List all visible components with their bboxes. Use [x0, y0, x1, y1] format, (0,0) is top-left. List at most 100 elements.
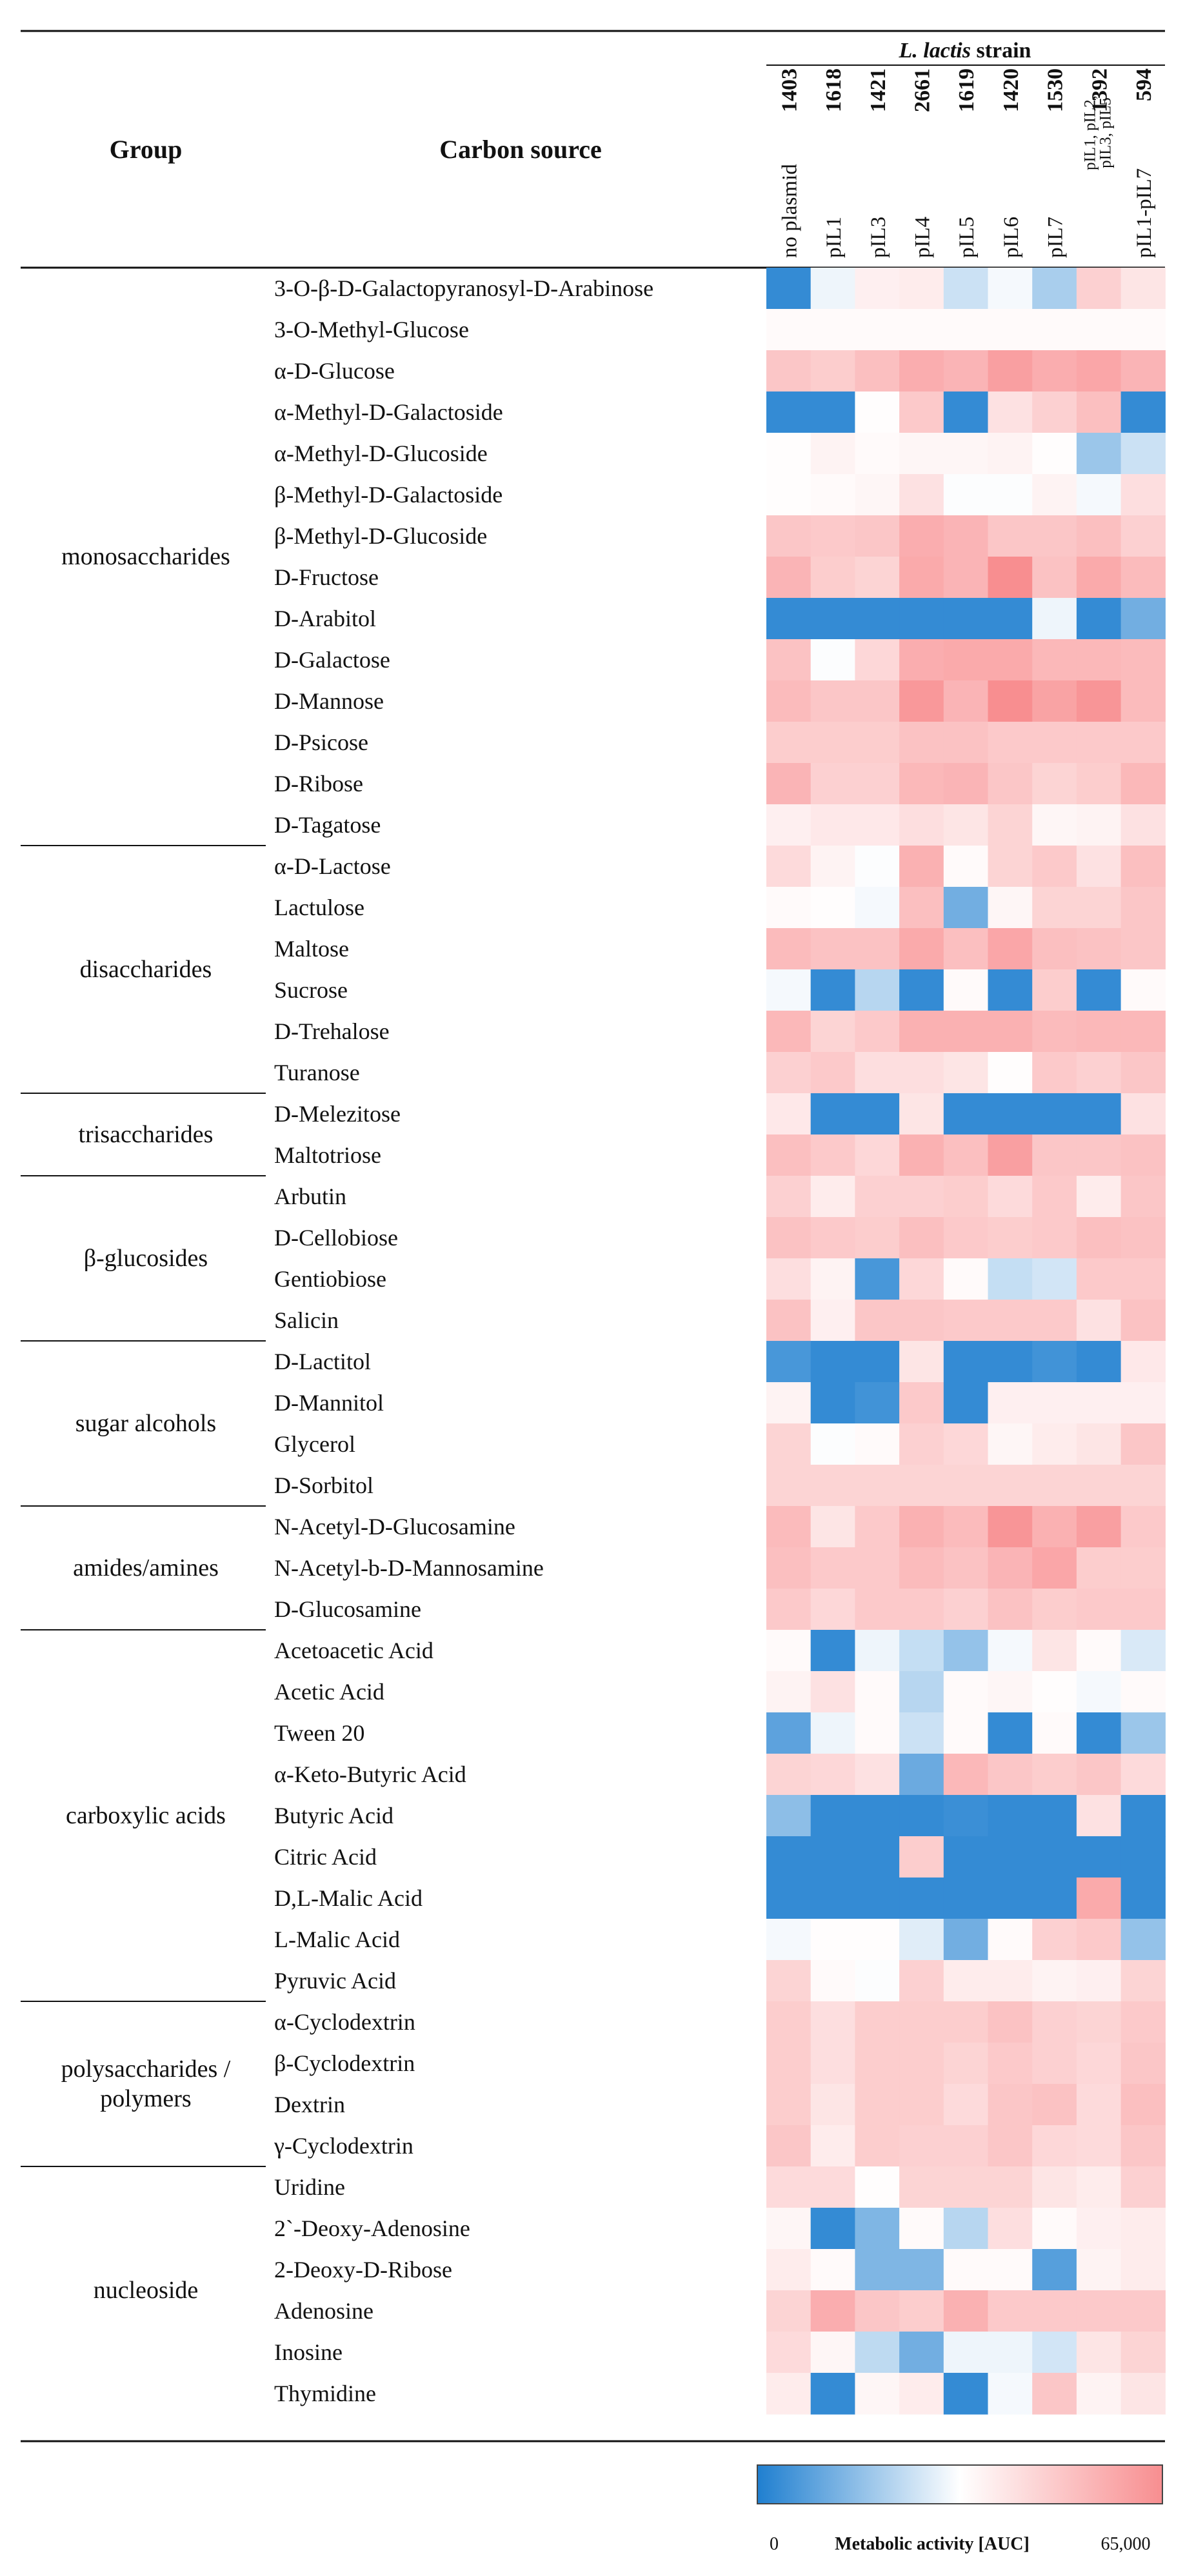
- heatmap-cell: [810, 1176, 855, 1218]
- heatmap-cell: [810, 2001, 855, 2043]
- heatmap-cell: [943, 2043, 989, 2085]
- heatmap-cell: [855, 1052, 900, 1094]
- heatmap-cell: [1076, 391, 1122, 433]
- heatmap-cell: [1032, 969, 1077, 1011]
- heatmap-cell: [1032, 1382, 1077, 1424]
- heatmap-cell: [943, 1011, 989, 1053]
- heatmap-cell: [1032, 1878, 1077, 1919]
- heatmap-cell: [810, 1011, 855, 1053]
- carbon-source-label: D-Galactose: [274, 647, 390, 673]
- heatmap-cell: [855, 2332, 900, 2373]
- heatmap-cell: [810, 474, 855, 516]
- heatmap-cell: [810, 2166, 855, 2208]
- heatmap-cell: [855, 1960, 900, 2002]
- heatmap-cell: [988, 2001, 1033, 2043]
- heatmap-cell: [1120, 1795, 1166, 1837]
- heatmap-cell: [855, 969, 900, 1011]
- carbon-source-label: Adenosine: [274, 2298, 373, 2324]
- heatmap-cell: [855, 391, 900, 433]
- heatmap-cell: [899, 2125, 944, 2167]
- heatmap-cell: [855, 557, 900, 599]
- heatmap-cell: [855, 1465, 900, 1507]
- heatmap-cell: [943, 1217, 989, 1259]
- heatmap-cell: [988, 1052, 1033, 1094]
- heatmap-cell: [943, 1423, 989, 1465]
- heatmap-cell: [810, 1093, 855, 1135]
- heatmap-cell: [766, 1671, 812, 1713]
- heatmap-cell: [988, 1341, 1033, 1383]
- heatmap-cell: [1032, 887, 1077, 929]
- heatmap-cell: [766, 1423, 812, 1465]
- carbon-source-label: D-Trehalose: [274, 1018, 390, 1044]
- heatmap-cell: [988, 1878, 1033, 1919]
- heatmap-cell: [1076, 1052, 1122, 1094]
- heatmap-cell: [766, 1217, 812, 1259]
- heatmap-cell: [988, 515, 1033, 557]
- heatmap-cell: [1120, 722, 1166, 764]
- strain-plasmid: pIL3: [867, 217, 890, 258]
- heatmap-cell: [1076, 557, 1122, 599]
- heatmap-cell: [810, 1465, 855, 1507]
- heatmap-cell: [810, 2125, 855, 2167]
- group-label: trisaccharides: [79, 1121, 214, 1148]
- heatmap-cell: [943, 1630, 989, 1672]
- heatmap-cell: [810, 1341, 855, 1383]
- carbon-source-label: α-Cyclodextrin: [274, 2009, 415, 2035]
- heatmap-cell: [943, 639, 989, 681]
- heatmap-cell: [855, 1423, 900, 1465]
- heatmap-cell: [1032, 1630, 1077, 1672]
- heatmap-cell: [1076, 1878, 1122, 1919]
- heatmap-cell: [1076, 350, 1122, 392]
- heatmap-cell: [1120, 1547, 1166, 1589]
- heatmap-cell: [1076, 1919, 1122, 1961]
- carbon-source-label: D-Glucosamine: [274, 1596, 421, 1622]
- heatmap-cell: [1032, 1423, 1077, 1465]
- heatmap-cell: [899, 846, 944, 887]
- heatmap-cell: [899, 1217, 944, 1259]
- carbon-source-label: N-Acetyl-b-D-Mannosamine: [274, 1555, 544, 1581]
- heatmap-cell: [766, 1795, 812, 1837]
- heatmap-cell: [943, 433, 989, 475]
- group-header: Group: [110, 135, 183, 164]
- heatmap-cell: [899, 722, 944, 764]
- strain-id: 1618: [822, 68, 846, 112]
- heatmap-cell: [899, 2208, 944, 2250]
- group-label: disaccharides: [80, 956, 212, 983]
- heatmap-cell: [855, 846, 900, 887]
- heatmap-cell: [1120, 2166, 1166, 2208]
- heatmap-cell: [1032, 1919, 1077, 1961]
- heatmap-cell: [1032, 1258, 1077, 1300]
- heatmap-cell: [1076, 2084, 1122, 2126]
- heatmap-cell: [1032, 1217, 1077, 1259]
- heatmap-cell: [810, 887, 855, 929]
- carbon-source-label: Gentiobiose: [274, 1266, 386, 1292]
- strain-column-594: 594 pIL1-pIL7: [1132, 68, 1156, 258]
- heatmap-cell: [855, 598, 900, 640]
- heatmap-cell: [1032, 2208, 1077, 2250]
- heatmap-cell: [855, 887, 900, 929]
- heatmap-cell: [1076, 309, 1122, 351]
- heatmap-cell: [1032, 2332, 1077, 2373]
- heatmap-cell: [988, 1300, 1033, 1342]
- heatmap-cell: [855, 722, 900, 764]
- heatmap-cell: [855, 2373, 900, 2415]
- heatmap-cell: [899, 2373, 944, 2415]
- heatmap-cell: [943, 350, 989, 392]
- heatmap-cell: [1032, 639, 1077, 681]
- heatmap-cell: [766, 639, 812, 681]
- heatmap-cell: [810, 1754, 855, 1796]
- heatmap-cell: [899, 1300, 944, 1342]
- heatmap-cell: [1032, 557, 1077, 599]
- heatmap-cell: [855, 515, 900, 557]
- carbon-source-label: 3-O-β-D-Galactopyranosyl-D-Arabinose: [274, 275, 653, 301]
- heatmap-cell: [1076, 763, 1122, 805]
- heatmap-cell: [1076, 1506, 1122, 1548]
- heatmap-cell: [810, 680, 855, 722]
- heatmap-cell: [899, 433, 944, 475]
- heatmap-cell: [943, 2001, 989, 2043]
- strain-column-2661: 2661 pIL4: [910, 68, 934, 258]
- legend-min-label: 0: [770, 2534, 779, 2554]
- carbon-source-label: Uridine: [274, 2174, 345, 2200]
- heatmap-cell: [766, 2043, 812, 2085]
- heatmap-cell: [810, 969, 855, 1011]
